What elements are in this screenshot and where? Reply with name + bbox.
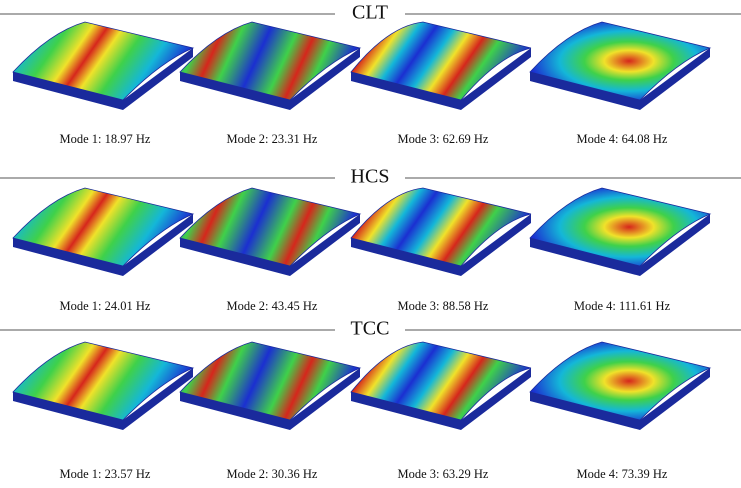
mode-label: Mode 2: 43.45 Hz — [227, 299, 318, 313]
mode-shape — [351, 22, 531, 110]
mode-label: Mode 3: 62.69 Hz — [398, 132, 489, 146]
mode-label: Mode 4: 111.61 Hz — [574, 299, 671, 313]
plate-top — [351, 188, 531, 266]
mode-label: Mode 1: 24.01 Hz — [60, 299, 151, 313]
mode-shape — [13, 188, 193, 276]
mode-label: Mode 3: 88.58 Hz — [398, 299, 489, 313]
mode-label: Mode 2: 30.36 Hz — [227, 467, 318, 481]
plate-top — [13, 22, 193, 100]
mode-shape — [530, 188, 710, 276]
mode-shape — [530, 22, 710, 110]
figure: CLT Mode 1: 18.97 Hz Mode 2: 23.31 Hz Mode … — [0, 0, 741, 488]
mode-shape — [180, 188, 360, 276]
mode-shape — [13, 22, 193, 110]
section-title: TCC — [351, 318, 390, 340]
mode-shape — [13, 342, 193, 430]
plate-top — [530, 188, 710, 266]
plate-top — [530, 22, 710, 100]
mode-shape — [180, 342, 360, 430]
section-title: CLT — [352, 2, 388, 24]
plate-top — [530, 342, 710, 420]
plate-top — [351, 342, 531, 420]
mode-label: Mode 4: 64.08 Hz — [577, 132, 668, 146]
mode-label: Mode 1: 23.57 Hz — [60, 467, 151, 481]
plate-top — [180, 188, 360, 266]
plate-top — [180, 22, 360, 100]
section-title: HCS — [351, 166, 390, 188]
plate-top — [13, 342, 193, 420]
mode-shape — [351, 342, 531, 430]
plate-top — [351, 22, 531, 100]
mode-label: Mode 3: 63.29 Hz — [398, 467, 489, 481]
mode-label: Mode 4: 73.39 Hz — [577, 467, 668, 481]
mode-shape — [530, 342, 710, 430]
mode-label: Mode 1: 18.97 Hz — [60, 132, 151, 146]
mode-label: Mode 2: 23.31 Hz — [227, 132, 318, 146]
plate-top — [180, 342, 360, 420]
plate-top — [13, 188, 193, 266]
mode-shape — [351, 188, 531, 276]
mode-shape — [180, 22, 360, 110]
